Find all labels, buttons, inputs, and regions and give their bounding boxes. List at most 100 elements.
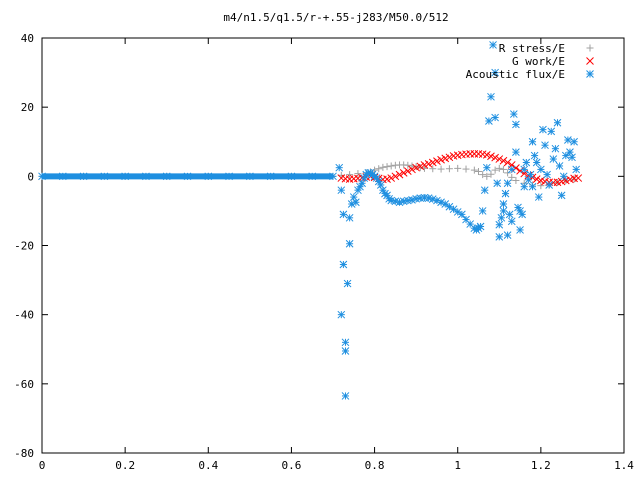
data-point bbox=[403, 167, 412, 175]
data-point bbox=[379, 163, 387, 171]
y-tick-label: 0 bbox=[27, 170, 34, 183]
y-tick-label: -80 bbox=[14, 447, 34, 460]
data-point bbox=[491, 113, 499, 122]
data-point bbox=[470, 150, 479, 158]
x-tick-label: 0.2 bbox=[115, 459, 135, 472]
data-point bbox=[458, 210, 466, 219]
data-point bbox=[346, 171, 354, 179]
data-point bbox=[503, 231, 512, 239]
data-point bbox=[482, 151, 491, 159]
data-point bbox=[512, 164, 520, 172]
data-point bbox=[553, 118, 562, 127]
data-point bbox=[482, 163, 491, 172]
legend-label: G work/E bbox=[512, 55, 565, 68]
data-point bbox=[412, 163, 420, 172]
data-point bbox=[507, 165, 516, 174]
data-point bbox=[383, 163, 391, 171]
x-tick-label: 1 bbox=[454, 459, 461, 472]
legend-marker bbox=[586, 70, 594, 78]
data-point bbox=[495, 220, 504, 229]
data-point bbox=[483, 172, 491, 180]
data-point bbox=[445, 165, 453, 173]
data-point bbox=[512, 176, 520, 184]
data-point bbox=[572, 165, 581, 174]
data-point bbox=[475, 167, 482, 175]
data-point bbox=[399, 169, 408, 177]
data-point bbox=[341, 392, 350, 400]
data-point bbox=[528, 182, 537, 191]
data-point bbox=[428, 158, 437, 167]
data-point bbox=[424, 194, 433, 202]
data-point bbox=[476, 222, 485, 231]
data-point bbox=[532, 158, 541, 167]
data-point bbox=[387, 174, 396, 182]
data-point bbox=[507, 217, 516, 226]
data-point bbox=[343, 279, 352, 288]
data-point bbox=[479, 171, 487, 179]
data-point bbox=[375, 165, 383, 173]
data-point bbox=[495, 164, 503, 172]
data-point bbox=[470, 166, 478, 174]
legend-marker bbox=[586, 44, 594, 52]
data-point bbox=[555, 162, 564, 170]
data-point bbox=[478, 207, 487, 215]
y-tick-label: -40 bbox=[14, 309, 34, 322]
data-point bbox=[416, 164, 424, 172]
data-point bbox=[445, 153, 454, 162]
data-point bbox=[564, 136, 572, 144]
data-point bbox=[570, 137, 578, 146]
data-point bbox=[345, 213, 354, 222]
data-point bbox=[491, 166, 499, 174]
data-point bbox=[503, 179, 512, 188]
data-point bbox=[487, 170, 495, 178]
data-point bbox=[487, 92, 495, 101]
chart-title: m4/n1.5/q1.5/r-+.55-j283/M50.0/512 bbox=[223, 11, 448, 24]
data-point bbox=[499, 207, 508, 215]
data-point bbox=[574, 174, 583, 182]
data-point bbox=[520, 182, 529, 191]
data-point bbox=[505, 210, 514, 219]
data-point bbox=[466, 150, 475, 158]
data-points bbox=[38, 41, 583, 400]
data-point bbox=[512, 148, 520, 156]
data-point bbox=[518, 210, 527, 219]
data-point bbox=[499, 200, 508, 208]
data-point bbox=[537, 165, 545, 174]
y-tick-label: -20 bbox=[14, 240, 34, 253]
data-point bbox=[491, 68, 499, 77]
data-point bbox=[337, 310, 346, 319]
data-point bbox=[547, 127, 556, 136]
data-point bbox=[503, 158, 512, 167]
x-tick-label: 1.2 bbox=[531, 459, 551, 472]
data-point bbox=[516, 226, 524, 234]
data-point bbox=[539, 125, 547, 134]
data-point bbox=[487, 152, 495, 161]
y-tick-label: -60 bbox=[14, 378, 34, 391]
data-point bbox=[395, 170, 404, 179]
data-point bbox=[543, 170, 551, 179]
data-point bbox=[485, 117, 493, 125]
data-point bbox=[341, 338, 350, 347]
data-point bbox=[495, 233, 504, 241]
data-point bbox=[387, 162, 395, 170]
data-point bbox=[437, 155, 445, 164]
data-point bbox=[480, 186, 489, 195]
data-point bbox=[408, 165, 416, 174]
data-point bbox=[404, 161, 412, 169]
data-point bbox=[549, 155, 558, 163]
y-tick-label: 20 bbox=[21, 101, 34, 114]
data-point bbox=[557, 191, 566, 200]
data-point bbox=[352, 198, 360, 207]
data-point bbox=[493, 179, 502, 188]
data-point bbox=[499, 156, 508, 165]
data-point bbox=[341, 347, 350, 355]
x-tick-label: 0.6 bbox=[281, 459, 301, 472]
x-tick-label: 1.4 bbox=[614, 459, 634, 472]
data-point bbox=[354, 170, 362, 178]
data-point bbox=[528, 137, 537, 146]
data-point bbox=[462, 165, 470, 173]
y-tick-label: 40 bbox=[21, 32, 34, 45]
data-point bbox=[429, 165, 437, 173]
